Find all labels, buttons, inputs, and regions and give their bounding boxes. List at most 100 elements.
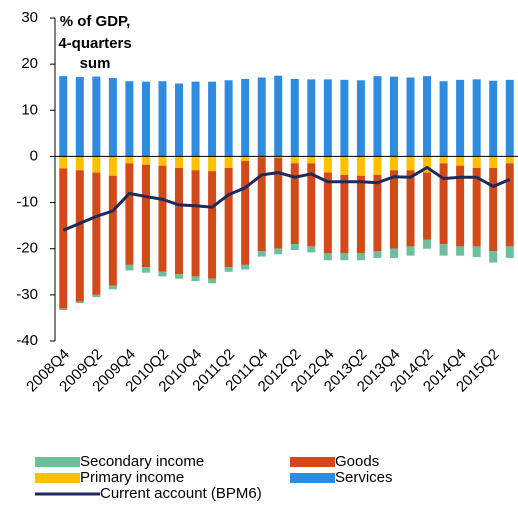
bar-segment — [373, 251, 382, 258]
bar-segment — [224, 267, 233, 272]
legend-label: Primary income — [80, 469, 184, 486]
bar-segment — [373, 174, 382, 252]
bar-segment — [356, 156, 365, 176]
legend-label: Goods — [335, 453, 379, 470]
bar-segment — [191, 170, 200, 277]
bar-segment — [92, 76, 101, 157]
bar-segment — [241, 264, 250, 270]
bar-segment — [75, 170, 84, 302]
bar-segment — [208, 156, 217, 172]
bar-segment — [406, 170, 415, 247]
bar-segment — [439, 163, 448, 245]
bar-segment — [175, 167, 184, 275]
bar-segment — [141, 267, 150, 273]
bar-segment — [373, 76, 382, 157]
bar-segment — [75, 156, 84, 171]
bar-segment — [406, 246, 415, 256]
bar-segment — [406, 156, 415, 171]
bar-segment — [290, 244, 299, 251]
bar-segment — [456, 165, 465, 247]
y-tick-label: 0 — [30, 147, 38, 164]
y-tick-label: -10 — [16, 194, 38, 211]
bar-segment — [59, 168, 68, 309]
bar-segment — [208, 81, 217, 157]
bar-segment — [356, 80, 365, 157]
y-tick-label: -40 — [16, 332, 38, 349]
legend-label: Current account (BPM6) — [100, 485, 262, 502]
bar-segment — [489, 167, 498, 252]
bar-segment — [75, 77, 84, 157]
bar-segment — [274, 157, 283, 249]
bar-segment — [505, 163, 514, 247]
bar-segment — [108, 175, 117, 286]
bar-segment — [423, 156, 432, 173]
bar-segment — [323, 156, 332, 173]
chart-title: 4-quarters — [58, 35, 131, 52]
bar-segment — [489, 156, 498, 168]
legend-swatch — [290, 473, 335, 483]
bar-segment — [125, 163, 134, 265]
bar-segment — [439, 81, 448, 157]
bar-segment — [340, 79, 349, 157]
bar-segment — [456, 79, 465, 157]
bar-segment — [505, 79, 514, 157]
bar-segment — [92, 156, 101, 173]
bar-segment — [340, 156, 349, 175]
bar-segment — [423, 76, 432, 157]
bar-segment — [423, 239, 432, 249]
bar-segment — [307, 163, 316, 247]
bar-segment — [158, 165, 167, 272]
bar-segment — [323, 253, 332, 261]
bar-segment — [125, 156, 134, 164]
bar-segment — [191, 81, 200, 157]
bar-segment — [257, 77, 266, 157]
bar-segment — [59, 308, 68, 311]
bar-segment — [175, 274, 184, 279]
bar-segment — [323, 172, 332, 254]
bar-segment — [224, 167, 233, 268]
bar-segment — [175, 83, 184, 157]
bar-segment — [108, 77, 117, 157]
bar-segment — [274, 75, 283, 157]
y-tick-label: 30 — [21, 9, 38, 26]
bar-segment — [373, 156, 382, 175]
bar-segment — [456, 156, 465, 166]
bar-segment — [59, 76, 68, 157]
bar-segment — [307, 156, 316, 164]
bar-segment — [224, 80, 233, 157]
bar-segment — [290, 156, 299, 164]
bar-segment — [472, 79, 481, 157]
bar-segment — [257, 251, 266, 257]
bar-segment — [505, 246, 514, 258]
bar-segment — [224, 156, 233, 168]
bar-segment — [125, 264, 134, 271]
bar-segment — [141, 164, 150, 268]
bar-segment — [489, 251, 498, 263]
bar-segment — [191, 156, 200, 171]
bar-segment — [323, 79, 332, 157]
chart-title: sum — [80, 55, 111, 72]
y-tick-label: -20 — [16, 240, 38, 257]
bar-segment — [356, 253, 365, 261]
legend-label: Secondary income — [80, 453, 204, 470]
legend-swatch — [35, 457, 80, 467]
bar-segment — [257, 157, 266, 252]
bar-segment — [439, 156, 448, 164]
bar-segment — [290, 163, 299, 245]
bar-segment — [389, 248, 398, 258]
bar-segment — [241, 78, 250, 157]
bar-segment — [389, 76, 398, 157]
bar-segment — [472, 167, 481, 247]
bar-segment — [389, 170, 398, 249]
y-tick-label: 20 — [21, 55, 38, 72]
bar-segment — [125, 81, 134, 157]
bar-segment — [340, 174, 349, 254]
bar-segment — [307, 246, 316, 253]
bar-segment — [241, 161, 250, 265]
bar-segment — [340, 253, 349, 261]
bar-segment — [75, 301, 84, 304]
bar-segment — [108, 156, 117, 176]
bar-segment — [472, 246, 481, 258]
bar-segment — [191, 276, 200, 282]
